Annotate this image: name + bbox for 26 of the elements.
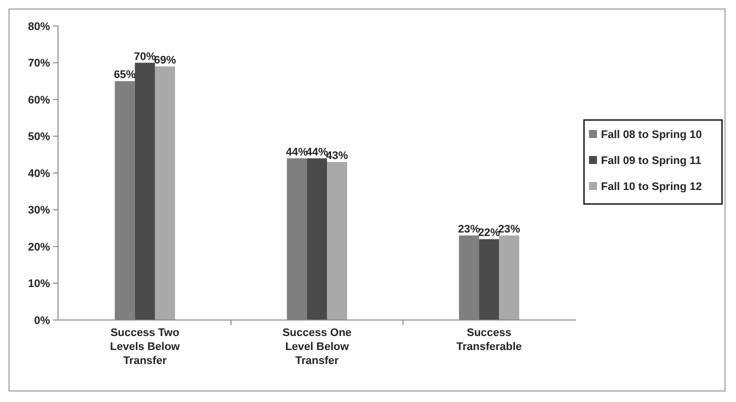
y-tick-label: 80% [28,20,50,33]
x-tick-label: Success Transferable [456,327,522,353]
x-tick-label: Success Two Levels Below Transfer [110,327,180,367]
data-label: 22% [478,227,500,240]
bar [134,62,155,320]
bar [327,162,348,320]
x-tick-label: Success One Level Below Transfer [282,327,352,367]
y-tick-label: 50% [28,131,50,144]
legend-label: Fall 10 to Spring 12 [601,180,702,193]
y-tick-label: 30% [28,204,50,217]
bar [154,66,176,320]
y-tick-label: 40% [28,168,50,180]
y-tick-label: 70% [28,58,50,70]
data-label: 69% [154,54,176,66]
y-tick-label: 0% [34,314,50,327]
y-tick-label: 20% [28,241,50,254]
legend-label: Fall 09 to Spring 11 [601,154,702,167]
y-tick-label: 10% [28,278,50,290]
data-label: 43% [326,150,348,162]
data-label: 44% [286,146,308,158]
legend-label: Fall 08 to Spring 10 [601,128,702,141]
data-label: 65% [114,69,136,82]
y-tick-label: 60% [28,94,50,106]
bar [499,235,520,320]
bar [306,158,328,320]
bar [479,239,500,320]
